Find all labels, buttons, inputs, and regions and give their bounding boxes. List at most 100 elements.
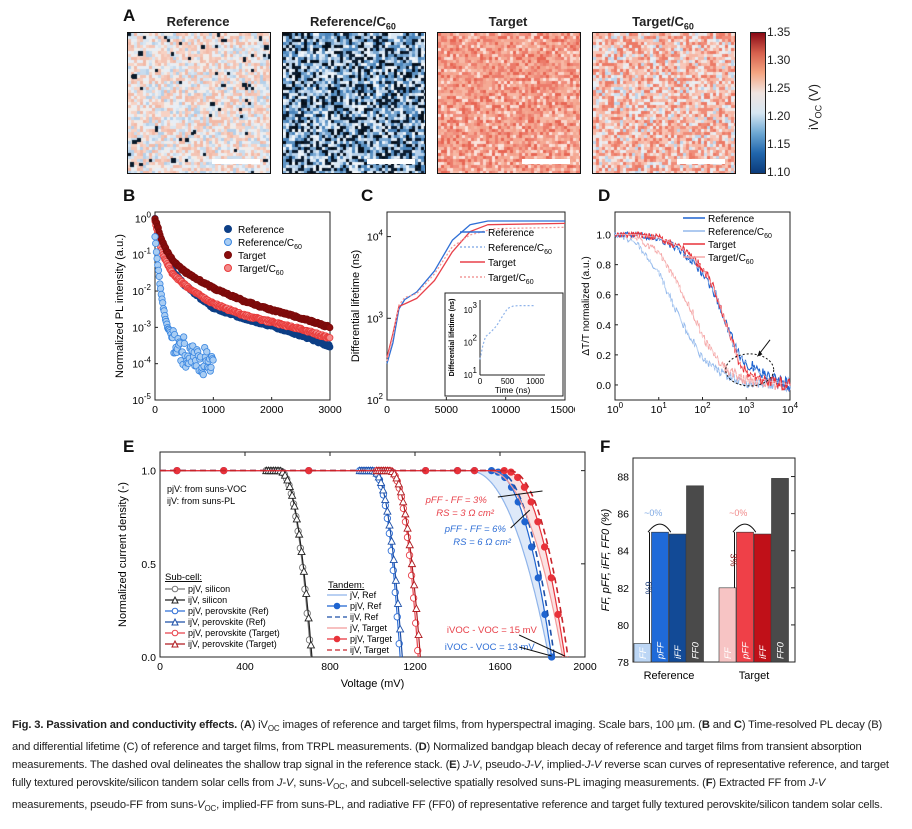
- legend-marker: [333, 635, 341, 643]
- y-axis-label: Normalized current density (-): [117, 482, 129, 627]
- data-point: [154, 266, 163, 274]
- data-point: [412, 604, 421, 612]
- x-tick-label: 1000: [202, 404, 226, 416]
- legend-marker: [171, 617, 179, 626]
- caption-title: Fig. 3. Passivation and conductivity eff…: [12, 719, 241, 731]
- legend-label: ijV, perovskite (Target): [188, 639, 277, 649]
- legend-label: Target: [488, 258, 516, 269]
- data-point: [385, 529, 393, 538]
- x-tick-label: 10000: [491, 404, 520, 416]
- data-point: [294, 529, 304, 538]
- bar-iff: [668, 533, 687, 663]
- chart-b-pl-decay: 0 1000 2000 3000 100 10-1 10-2 10-3 10-4 10-5 Time…: [114, 210, 342, 420]
- chart-d-bleach-decay: 100 101 102 103 104 1.0 0.8 0.6 0.4 0.2 0.0 Time (n…: [581, 211, 799, 420]
- title-text: Reference: [166, 14, 230, 29]
- data-point: [306, 640, 316, 649]
- y-tick-label: 10-4: [132, 356, 151, 371]
- pff-ff-gap-label: 3%: [729, 553, 739, 566]
- data-point: [376, 478, 386, 486]
- x-axis-label: Time (ns): [679, 419, 725, 420]
- iVoc-map-pixels: [593, 33, 735, 173]
- data-point: [152, 248, 161, 256]
- pff-iff-difference-label: ~0%: [644, 508, 662, 518]
- bar-ff: [718, 587, 737, 663]
- legend-label: ijV, Target: [350, 645, 390, 655]
- annotation-rs-target: RS = 3 Ω cm²: [436, 508, 494, 519]
- image-title-target-c60: Target/C60: [592, 14, 734, 32]
- bar-iff: [753, 533, 772, 663]
- x-tick-label: 400: [236, 661, 254, 673]
- legend-marker: [333, 602, 341, 610]
- title-text: Target/C: [632, 14, 684, 29]
- data-point: [414, 630, 423, 639]
- series-line-reference: [614, 230, 791, 392]
- x-axis-label: Time (ns): [453, 419, 499, 420]
- scale-bar: [212, 159, 260, 164]
- target-shaded-region: [436, 470, 565, 657]
- annotation-pff-ref: pFF - FF = 6%: [444, 524, 507, 535]
- data-point: [304, 613, 313, 622]
- legend-label: pjV, perovskite (Target): [188, 628, 280, 638]
- bar-label: pFF: [656, 641, 667, 660]
- y-tick-label: 0.8: [596, 260, 611, 272]
- pff-ff-gap-label: 6%: [644, 581, 654, 594]
- plot-frame: [386, 211, 566, 401]
- data-point: [180, 333, 188, 341]
- legend-label: ijV, silicon: [188, 595, 227, 605]
- curve: [160, 469, 569, 658]
- x-axis-label: Voltage (mV): [341, 678, 405, 690]
- legend-label: Reference: [708, 214, 755, 225]
- colorbar-tick-label: 1.25: [767, 81, 791, 95]
- y-tick-label: 0.4: [596, 320, 611, 332]
- leader-line: [518, 634, 566, 657]
- bar-label: iFF: [758, 644, 769, 659]
- category-label: Reference: [644, 670, 695, 682]
- inset-chart: 0 500 1000 103 102 101 Time (ns) Differential l…: [444, 292, 564, 397]
- bar-label: pFF: [741, 641, 752, 660]
- series-ijv-target: [160, 469, 569, 658]
- legend-label: Reference: [488, 228, 535, 239]
- annotation-voc-ref: iVOC - VOC = 13 mV: [445, 642, 536, 653]
- inset-y-tick-label: 103: [464, 301, 478, 315]
- colorbar-tick-label: 1.20: [767, 109, 791, 123]
- inset-x-axis-label: Time (ns): [495, 385, 531, 395]
- inset-frame: [444, 292, 564, 397]
- title-text: Target: [488, 14, 528, 29]
- legend-subcell-title: Sub-cell:: [165, 572, 202, 583]
- bar-ff0: [771, 478, 789, 663]
- title-subscript: 60: [385, 21, 396, 32]
- x-tick-label: 100: [607, 401, 624, 416]
- leader-line: [510, 509, 531, 529]
- panel-label-a: A: [123, 6, 136, 25]
- legend-label: Reference/C60: [708, 227, 772, 240]
- data-point: [297, 547, 306, 555]
- bar-ff0: [686, 485, 704, 663]
- image-title-reference-c60: Reference/C60: [282, 14, 424, 32]
- colorbar-label: iVOC (V): [806, 83, 824, 130]
- x-tick-label: 3000: [318, 404, 342, 416]
- data-point: [374, 472, 384, 481]
- annotation-pff-target: pFF - FF = 3%: [425, 495, 488, 506]
- annotation-rs-ref: RS = 6 Ω cm²: [453, 537, 511, 548]
- data-point: [199, 371, 207, 379]
- data-point: [151, 233, 159, 241]
- x-tick-label: 102: [694, 401, 711, 416]
- bar-label: FF: [723, 646, 734, 659]
- series-line-target: [614, 230, 791, 391]
- x-tick-label: 103: [738, 401, 755, 416]
- inset-y-tick-label: 101: [464, 366, 478, 380]
- series-target: [151, 215, 334, 332]
- y-tick-label: 10-2: [132, 283, 151, 298]
- note-text: pjV: from suns-VOC: [167, 484, 247, 494]
- legend-marker: [171, 595, 179, 604]
- legend-label: Reference/C60: [488, 243, 552, 256]
- legend-label: Reference/C60: [238, 238, 302, 251]
- bar-label: FF0: [691, 641, 702, 659]
- legend-label: Target: [708, 240, 736, 251]
- x-tick-label: 1600: [488, 661, 512, 673]
- data-point: [159, 299, 167, 307]
- data-point: [401, 509, 410, 518]
- data-point: [203, 348, 211, 356]
- data-point: [403, 533, 412, 542]
- bar-pff: [651, 531, 669, 663]
